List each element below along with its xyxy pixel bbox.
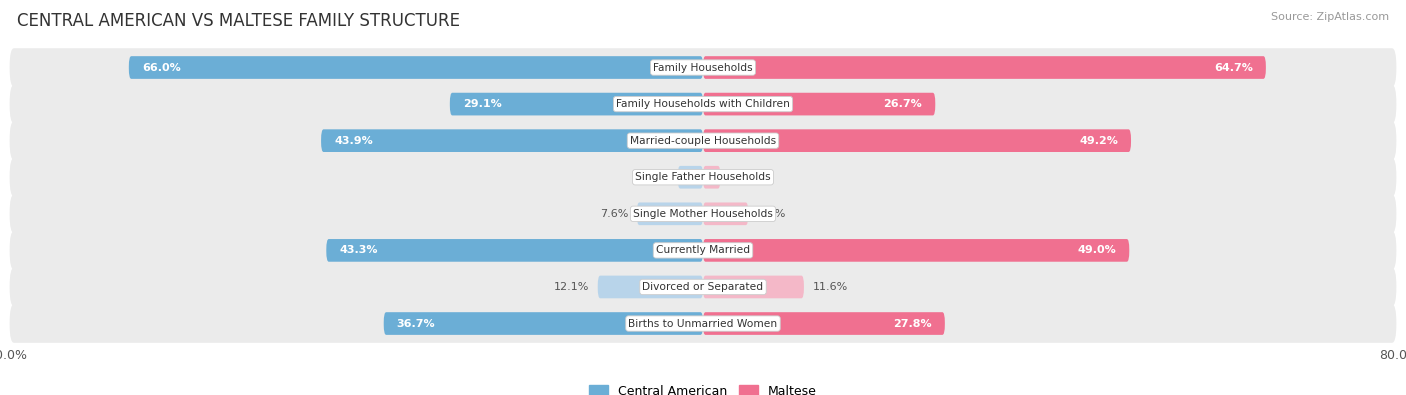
Text: 49.0%: 49.0%	[1077, 245, 1116, 256]
Text: 43.3%: 43.3%	[339, 245, 378, 256]
FancyBboxPatch shape	[703, 166, 720, 188]
FancyBboxPatch shape	[129, 56, 703, 79]
Text: 7.6%: 7.6%	[600, 209, 628, 219]
Text: Family Households: Family Households	[654, 62, 752, 73]
FancyBboxPatch shape	[703, 129, 1130, 152]
Text: Family Households with Children: Family Households with Children	[616, 99, 790, 109]
Text: 12.1%: 12.1%	[554, 282, 589, 292]
FancyBboxPatch shape	[703, 56, 1265, 79]
FancyBboxPatch shape	[384, 312, 703, 335]
Text: 5.2%: 5.2%	[756, 209, 786, 219]
Text: 66.0%: 66.0%	[142, 62, 180, 73]
FancyBboxPatch shape	[10, 231, 1396, 270]
Text: Single Mother Households: Single Mother Households	[633, 209, 773, 219]
Text: 11.6%: 11.6%	[813, 282, 848, 292]
FancyBboxPatch shape	[703, 93, 935, 115]
FancyBboxPatch shape	[678, 166, 703, 188]
Text: Currently Married: Currently Married	[657, 245, 749, 256]
Text: CENTRAL AMERICAN VS MALTESE FAMILY STRUCTURE: CENTRAL AMERICAN VS MALTESE FAMILY STRUC…	[17, 12, 460, 30]
FancyBboxPatch shape	[10, 85, 1396, 123]
Text: Divorced or Separated: Divorced or Separated	[643, 282, 763, 292]
FancyBboxPatch shape	[703, 276, 804, 298]
FancyBboxPatch shape	[10, 121, 1396, 160]
FancyBboxPatch shape	[450, 93, 703, 115]
Text: 49.2%: 49.2%	[1078, 135, 1118, 146]
FancyBboxPatch shape	[10, 158, 1396, 196]
Text: Source: ZipAtlas.com: Source: ZipAtlas.com	[1271, 12, 1389, 22]
Legend: Central American, Maltese: Central American, Maltese	[583, 380, 823, 395]
FancyBboxPatch shape	[10, 304, 1396, 343]
FancyBboxPatch shape	[703, 312, 945, 335]
FancyBboxPatch shape	[598, 276, 703, 298]
Text: 29.1%: 29.1%	[463, 99, 502, 109]
Text: 2.9%: 2.9%	[641, 172, 669, 182]
Text: Single Father Households: Single Father Households	[636, 172, 770, 182]
FancyBboxPatch shape	[326, 239, 703, 262]
Text: 36.7%: 36.7%	[396, 318, 436, 329]
FancyBboxPatch shape	[703, 203, 748, 225]
FancyBboxPatch shape	[10, 194, 1396, 233]
Text: 64.7%: 64.7%	[1213, 62, 1253, 73]
FancyBboxPatch shape	[637, 203, 703, 225]
FancyBboxPatch shape	[703, 239, 1129, 262]
Text: Births to Unmarried Women: Births to Unmarried Women	[628, 318, 778, 329]
Text: 27.8%: 27.8%	[893, 318, 932, 329]
Text: 26.7%: 26.7%	[883, 99, 922, 109]
FancyBboxPatch shape	[321, 129, 703, 152]
FancyBboxPatch shape	[10, 48, 1396, 87]
FancyBboxPatch shape	[10, 268, 1396, 306]
Text: Married-couple Households: Married-couple Households	[630, 135, 776, 146]
Text: 43.9%: 43.9%	[335, 135, 373, 146]
Text: 2.0%: 2.0%	[730, 172, 758, 182]
